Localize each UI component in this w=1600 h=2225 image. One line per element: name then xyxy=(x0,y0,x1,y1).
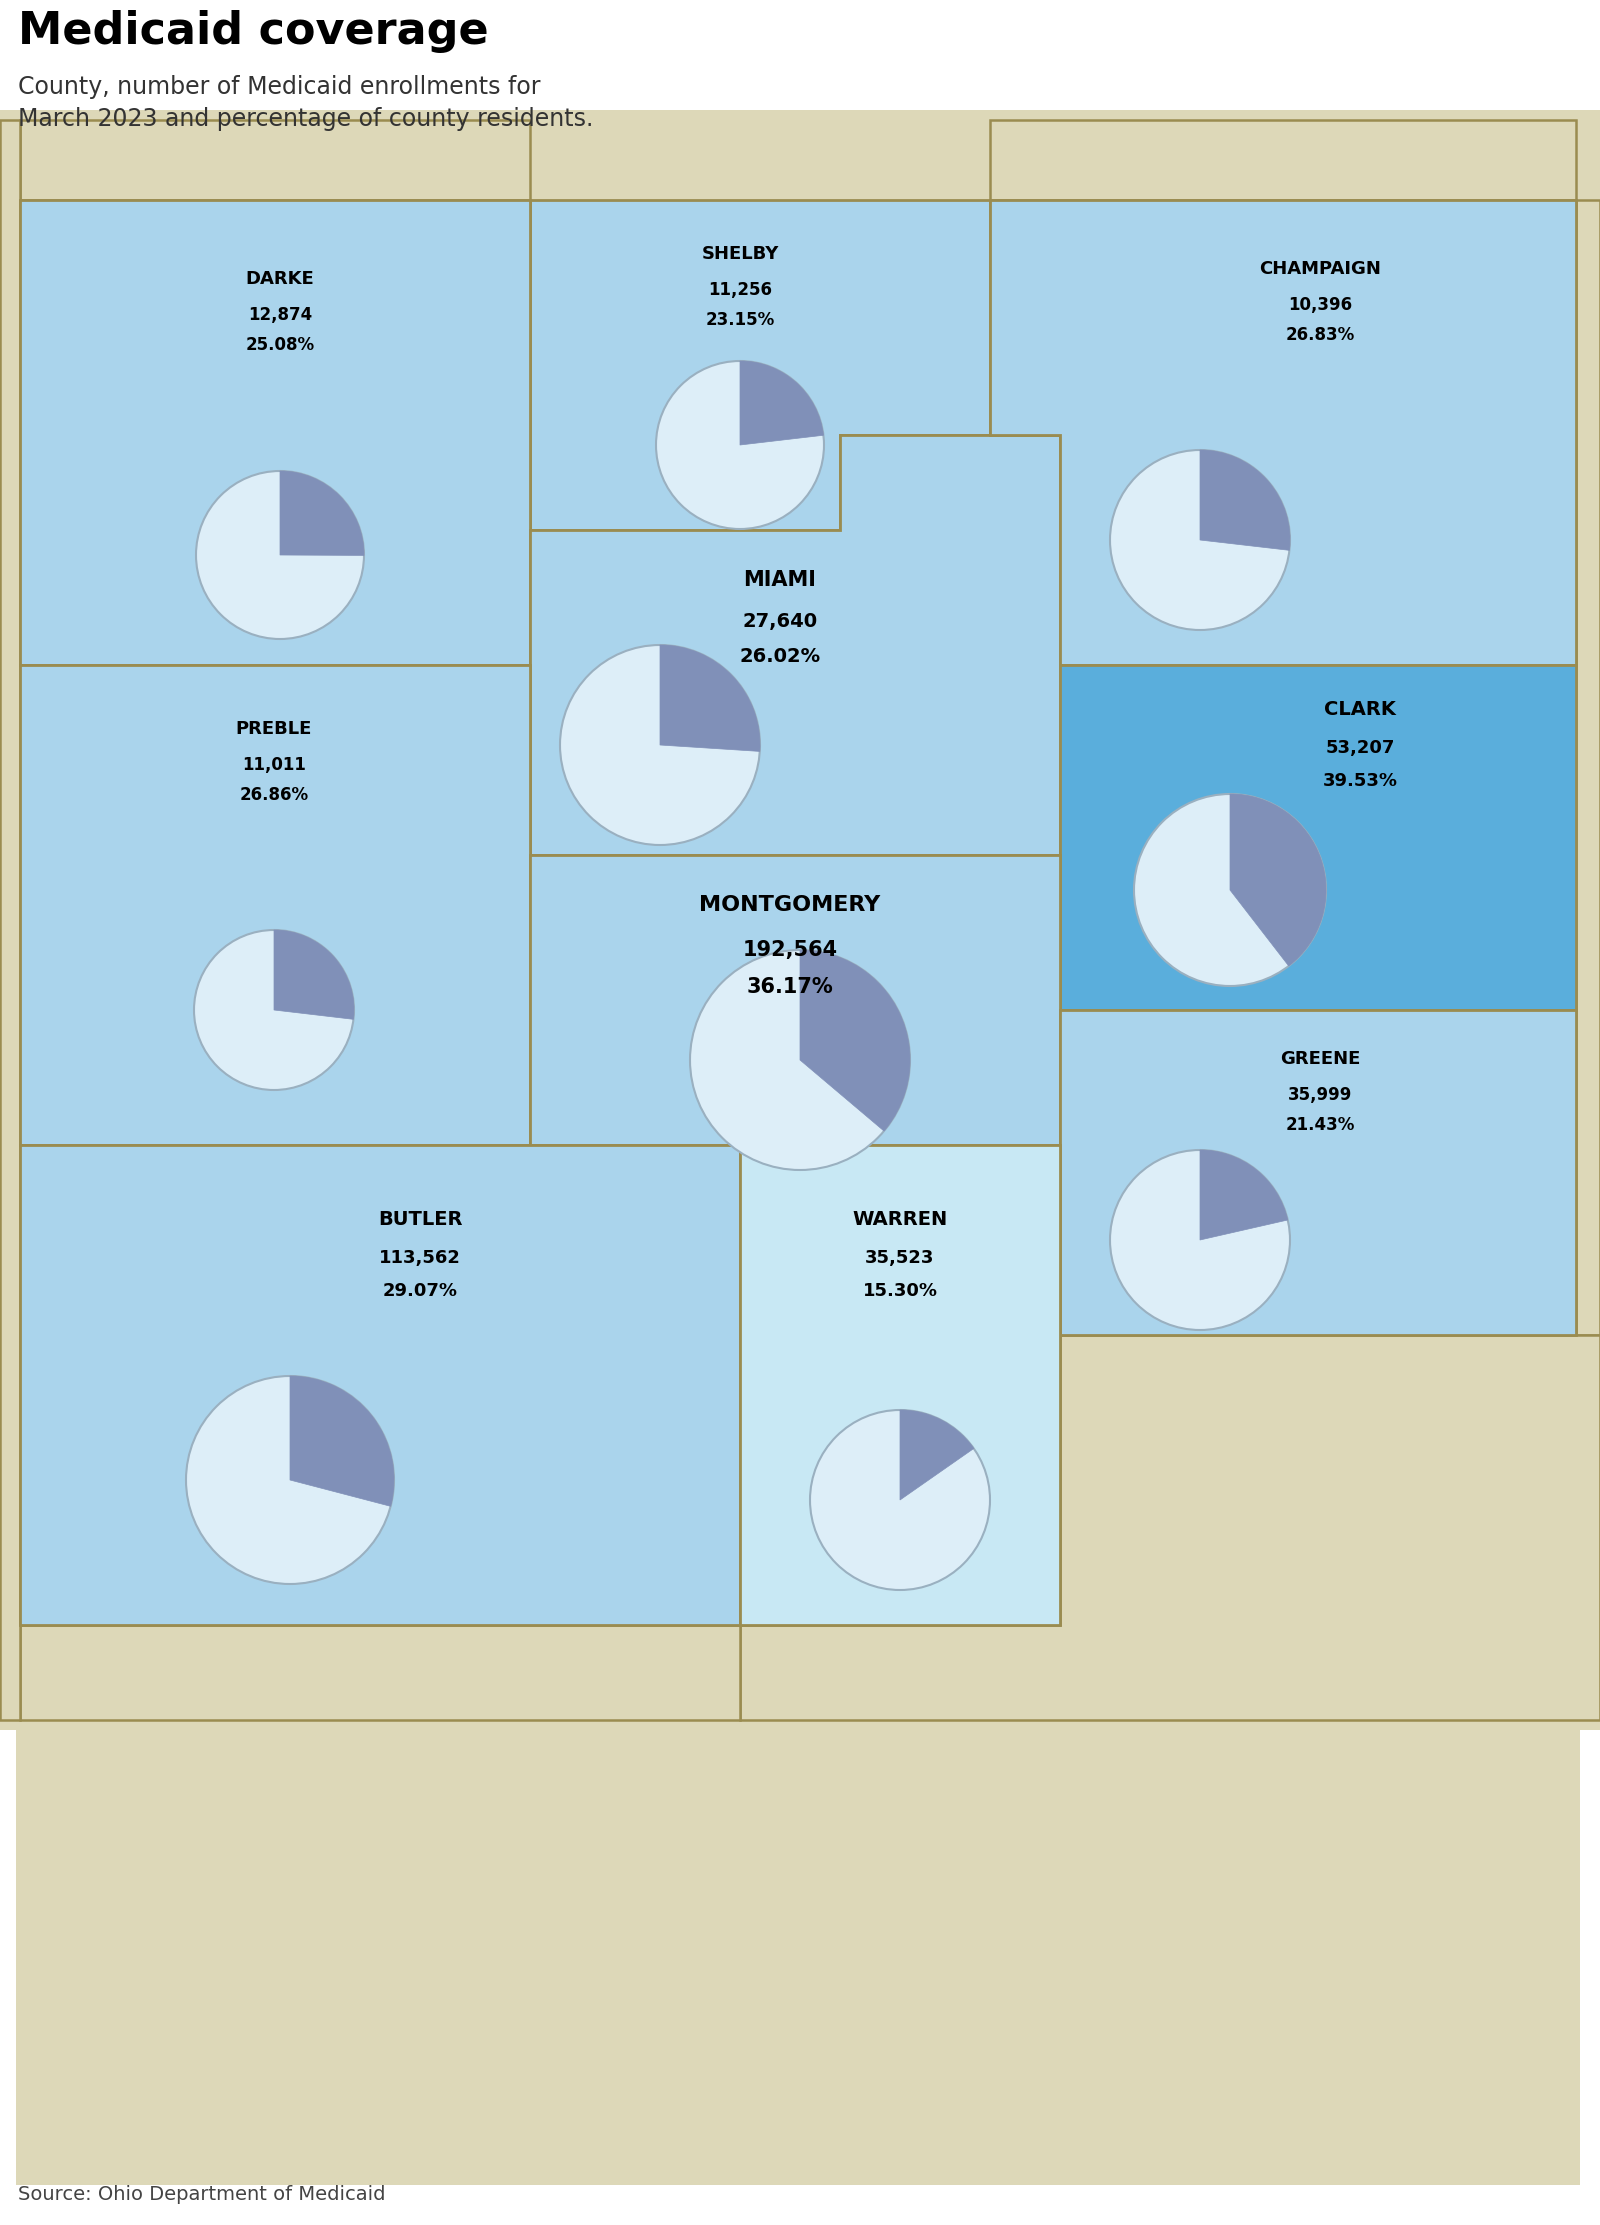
Circle shape xyxy=(186,1375,394,1584)
Polygon shape xyxy=(19,200,530,665)
Text: 23.15%: 23.15% xyxy=(706,312,774,329)
Text: 10,396: 10,396 xyxy=(1288,296,1352,314)
Bar xyxy=(0,109,1600,1731)
Polygon shape xyxy=(1576,200,1600,1335)
Text: SHELBY: SHELBY xyxy=(701,245,779,263)
Wedge shape xyxy=(290,1375,394,1506)
Text: CLARK: CLARK xyxy=(1325,701,1395,719)
Polygon shape xyxy=(0,120,19,1720)
Wedge shape xyxy=(280,472,363,556)
Wedge shape xyxy=(899,1411,974,1500)
Text: 25.08%: 25.08% xyxy=(245,336,315,354)
Circle shape xyxy=(1110,1150,1290,1331)
Circle shape xyxy=(1134,794,1326,986)
Polygon shape xyxy=(990,200,1576,665)
Text: County, number of Medicaid enrollments for
March 2023 and percentage of county r: County, number of Medicaid enrollments f… xyxy=(18,76,594,131)
Text: 21.43%: 21.43% xyxy=(1285,1117,1355,1135)
Circle shape xyxy=(194,930,354,1090)
Polygon shape xyxy=(19,120,530,200)
Text: 12,874: 12,874 xyxy=(248,307,312,325)
Text: BUTLER: BUTLER xyxy=(378,1210,462,1228)
Polygon shape xyxy=(530,854,1059,1146)
Text: 36.17%: 36.17% xyxy=(747,977,834,997)
Polygon shape xyxy=(530,200,990,530)
Circle shape xyxy=(810,1411,990,1591)
Text: WARREN: WARREN xyxy=(853,1210,947,1228)
Text: 113,562: 113,562 xyxy=(379,1248,461,1268)
Text: 27,640: 27,640 xyxy=(742,612,818,632)
Text: 26.83%: 26.83% xyxy=(1285,327,1355,345)
Text: 26.86%: 26.86% xyxy=(240,785,309,805)
Text: 35,999: 35,999 xyxy=(1288,1086,1352,1104)
Wedge shape xyxy=(1230,794,1326,966)
Wedge shape xyxy=(1200,1150,1288,1239)
Polygon shape xyxy=(530,436,1059,854)
Text: 29.07%: 29.07% xyxy=(382,1282,458,1299)
Circle shape xyxy=(690,950,910,1170)
Polygon shape xyxy=(990,120,1576,200)
Circle shape xyxy=(1110,449,1290,630)
Circle shape xyxy=(560,645,760,846)
Text: 26.02%: 26.02% xyxy=(739,647,821,665)
Text: DARKE: DARKE xyxy=(246,269,314,287)
Polygon shape xyxy=(19,1146,739,1624)
Text: 11,256: 11,256 xyxy=(707,280,771,300)
Wedge shape xyxy=(739,360,824,445)
Polygon shape xyxy=(739,1146,1059,1624)
Polygon shape xyxy=(1059,665,1576,1010)
Bar xyxy=(16,196,1581,2185)
Polygon shape xyxy=(1059,1010,1576,1335)
Wedge shape xyxy=(661,645,760,752)
Circle shape xyxy=(195,472,365,639)
Wedge shape xyxy=(274,930,354,1019)
Text: MONTGOMERY: MONTGOMERY xyxy=(699,894,880,914)
Text: CHAMPAIGN: CHAMPAIGN xyxy=(1259,260,1381,278)
Wedge shape xyxy=(800,950,910,1130)
Text: 39.53%: 39.53% xyxy=(1323,772,1397,790)
Circle shape xyxy=(656,360,824,530)
Text: GREENE: GREENE xyxy=(1280,1050,1360,1068)
Polygon shape xyxy=(19,1624,739,1720)
Text: MIAMI: MIAMI xyxy=(744,570,816,590)
Text: 192,564: 192,564 xyxy=(742,939,837,959)
Text: Medicaid coverage: Medicaid coverage xyxy=(18,9,488,53)
Wedge shape xyxy=(1200,449,1290,550)
Text: 53,207: 53,207 xyxy=(1325,739,1395,757)
Text: 15.30%: 15.30% xyxy=(862,1282,938,1299)
Text: 35,523: 35,523 xyxy=(866,1248,934,1268)
Text: PREBLE: PREBLE xyxy=(235,721,312,739)
Text: Source: Ohio Department of Medicaid: Source: Ohio Department of Medicaid xyxy=(18,2185,386,2205)
Polygon shape xyxy=(739,1335,1600,1720)
Text: 11,011: 11,011 xyxy=(242,756,306,774)
Polygon shape xyxy=(19,665,530,1146)
